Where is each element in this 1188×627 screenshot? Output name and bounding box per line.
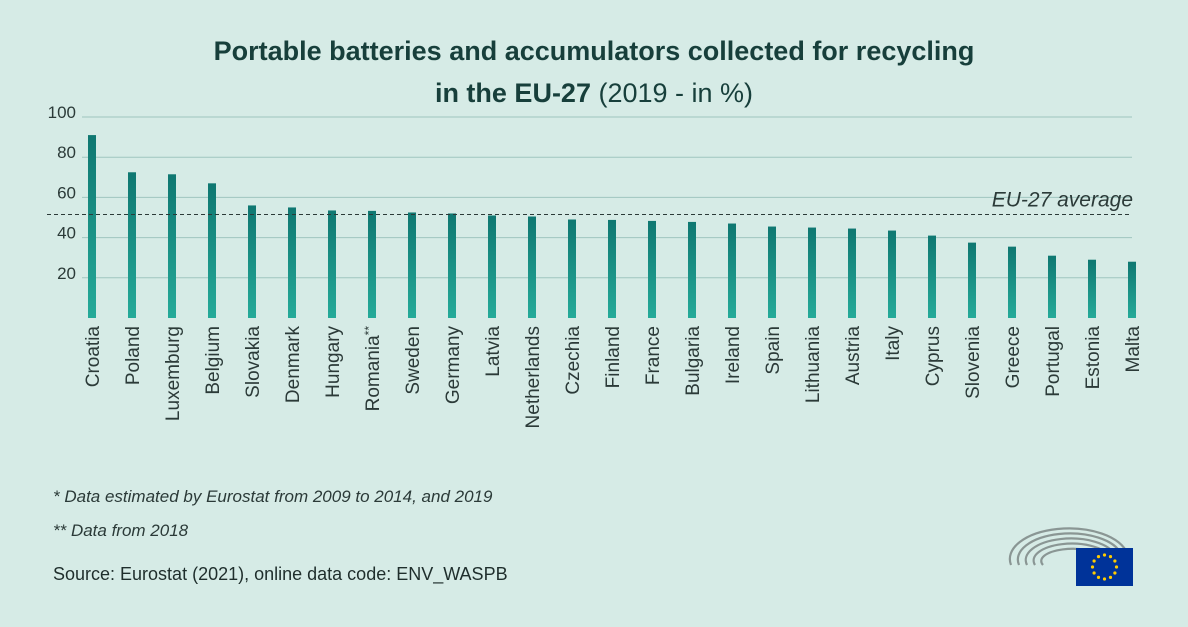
eu-star-icon [1108, 575, 1113, 579]
bar-belgium [208, 183, 216, 318]
y-tick-label: 20 [57, 264, 76, 283]
eu-average-label: EU-27 average [992, 188, 1133, 211]
x-category-label: Latvia [483, 326, 504, 377]
x-category-label: Bulgaria [683, 326, 704, 396]
bar-germany [448, 213, 456, 318]
source-line: Source: Eurostat (2021), online data cod… [53, 564, 508, 584]
chart-subtitle: (2019 - in %) [598, 78, 754, 108]
x-category-label: France [643, 326, 664, 385]
x-category-label: Greece [1003, 326, 1024, 388]
x-category-label: Denmark [283, 326, 304, 404]
footnote-estimated: * Data estimated by Eurostat from 2009 t… [53, 487, 493, 506]
eu-star-icon [1114, 565, 1119, 569]
eu-star-icon [1113, 571, 1117, 575]
chart-title: Portable batteries and accumulators coll… [0, 30, 1188, 114]
bar-latvia [488, 215, 496, 318]
eu-star-icon [1108, 555, 1113, 559]
bar-poland [128, 172, 136, 318]
eu-star-icon [1102, 553, 1107, 557]
eu-star-icon [1096, 575, 1101, 579]
chart-title-line2: in the EU-27 (2019 - in %) [0, 72, 1188, 114]
x-category-label: Ireland [723, 326, 744, 384]
bar-czechia [568, 219, 576, 318]
chart-title-line1: Portable batteries and accumulators coll… [213, 36, 975, 66]
x-category-label: Belgium [203, 326, 224, 395]
bar-spain [768, 226, 776, 318]
european-parliament-logo-icon [1008, 527, 1133, 586]
bar-austria [848, 228, 856, 318]
bar-bulgaria [688, 221, 696, 318]
x-category-label: Netherlands [523, 326, 544, 428]
bar-netherlands [528, 216, 536, 318]
y-axis-tick-labels: 20 40 60 80 100 [48, 103, 76, 283]
x-category-label: Finland [603, 326, 624, 388]
eu-star-icon [1102, 577, 1107, 581]
x-category-label: Germany [443, 326, 464, 405]
bar-romania [368, 210, 376, 318]
bars [88, 135, 1136, 318]
eu-star-icon [1092, 571, 1096, 575]
x-category-label: Luxemburg [163, 326, 184, 421]
x-axis-category-labels: Croatia Poland Luxemburg Belgium Slovakia Den… [83, 326, 1144, 429]
y-tick-label: 100 [48, 103, 76, 122]
x-category-label: Sweden [403, 326, 424, 395]
bar-chart: 20 40 60 80 100 EU-27 average Croatia Poland L… [47, 103, 1144, 429]
footnote-2018: ** Data from 2018 [53, 521, 189, 540]
bar-sweden [408, 212, 416, 318]
x-category-label: Italy [883, 326, 904, 361]
eu-star-icon [1113, 559, 1117, 563]
x-category-label: Austria [843, 326, 864, 386]
x-category-label: Croatia [83, 326, 104, 388]
chart-title-line2-bold: in the EU-27 [434, 78, 591, 108]
bar-denmark [288, 207, 296, 318]
bar-estonia [1088, 259, 1096, 318]
y-tick-label: 60 [57, 183, 76, 202]
bar-malta [1128, 261, 1136, 318]
eu-star-icon [1090, 565, 1095, 569]
y-tick-label: 40 [57, 224, 76, 243]
bar-cyprus [928, 235, 936, 318]
bar-slovenia [968, 242, 976, 318]
x-category-label: Slovenia [963, 326, 984, 399]
eu-star-icon [1096, 555, 1101, 559]
x-category-label: Lithuania [803, 326, 824, 404]
bar-france [648, 220, 656, 318]
x-category-label: Poland [123, 326, 144, 385]
grid-lines [82, 116, 1132, 279]
x-category-label: Cyprus [923, 326, 944, 386]
x-category-label: Portugal [1043, 326, 1064, 397]
bar-portugal [1048, 255, 1056, 318]
x-category-label: Romania** [362, 326, 384, 412]
bar-greece [1008, 246, 1016, 318]
x-category-label: Spain [763, 326, 784, 375]
eu-star-icon [1092, 559, 1096, 563]
bar-slovakia [248, 205, 256, 318]
bar-luxemburg [168, 174, 176, 318]
eu-stars-icon [1090, 553, 1119, 581]
bar-ireland [728, 223, 736, 318]
average-line-group: EU-27 average [47, 188, 1133, 215]
bar-lithuania [808, 227, 816, 318]
x-category-label: Czechia [563, 326, 584, 395]
x-category-label: Hungary [323, 326, 344, 398]
bar-hungary [328, 210, 336, 318]
x-category-label: Estonia [1083, 326, 1104, 390]
bar-croatia [88, 135, 96, 318]
bar-finland [608, 219, 616, 318]
x-category-label: Malta [1123, 326, 1144, 373]
bar-italy [888, 230, 896, 318]
x-category-label: Slovakia [243, 326, 264, 398]
y-tick-label: 80 [57, 143, 76, 162]
